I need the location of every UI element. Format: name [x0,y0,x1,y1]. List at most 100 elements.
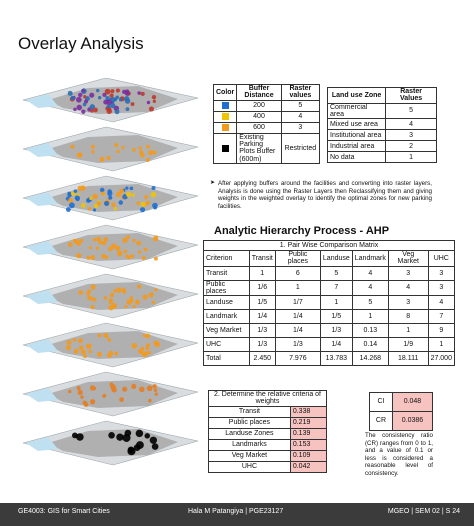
matrix-cell: 1/3 [248,323,276,339]
row-label: Landuse [203,295,250,311]
ahp-heading: Analytic Hierarchy Process - AHP [214,225,390,237]
row-label: Veg Market [203,323,250,339]
row-label: Total [203,351,250,367]
table-row: No data 1 [326,151,437,164]
matrix-cell: 8 [387,309,429,325]
matrix-cell: 1 [427,337,456,353]
raster-value-cell: 5 [280,99,321,112]
zone-cell: Institutional area [326,129,387,142]
table-row: Public places 1/6 1 7 4 4 3 [203,279,456,297]
matrix-cell: 1/4 [274,323,321,339]
map-layer [22,322,199,368]
buffer-distance-table: Color Buffer Distance Raster values 200 … [212,84,321,165]
value-cell: 1 [385,151,437,164]
matrix-cell: 27.000 [427,351,456,367]
table-row: Transit 0.338 [208,405,328,418]
pairwise-comparison-table: 1. Pair Wise Comparison Matrix Criterion… [203,240,456,367]
map-layer [22,126,199,172]
matrix-cell: 18.111 [387,351,429,367]
table-row: Existing Parking Plots Buffer (600m) Res… [212,132,321,165]
criterion-name: UHC [208,460,291,473]
zone-cell: Mixed use area [326,118,387,131]
column-header: UHC [427,250,456,267]
buffer-distance-cell: 200 [236,99,282,112]
matrix-cell: 1 [248,265,276,281]
matrix-cell: 0.13 [351,323,389,339]
map-layer [22,420,199,466]
value-cell: 4 [385,118,437,131]
analysis-description: ➤ After applying buffers around the faci… [210,180,432,210]
page-title: Overlay Analysis [18,34,144,53]
footer-author: Hala M Patangiya | PGE23127 [188,508,284,515]
column-header: Landmark [351,250,389,267]
matrix-cell: 1/3 [319,323,353,339]
buffer-distance-cell: 400 [236,110,282,123]
criterion-name: Public places [208,416,291,429]
buffer-distance-cell: 600 [236,121,282,134]
matrix-cell: 4 [427,295,456,311]
color-swatch-yellow [221,112,229,120]
matrix-cell: 1/9 [387,337,429,353]
table-row: Industrial area 2 [326,140,437,153]
column-header: Veg Market [387,250,429,267]
criterion-weight: 0.153 [289,438,328,451]
matrix-cell: 1 [387,323,429,339]
table-row: Landmarks 0.153 [208,438,328,451]
matrix-cell: 7.976 [274,351,321,367]
zone-cell: Commercial area [326,102,387,120]
criterion-weight: 0.338 [289,405,328,418]
table-row: Landuse Zones 0.139 [208,427,328,440]
table-row: Veg Market 1/3 1/4 1/3 0.13 1 9 [203,323,456,339]
header-buffer-distance: Buffer Distance [236,84,282,101]
row-label: Transit [203,265,250,281]
value-cell: 3 [385,129,437,142]
table-row: 200 5 [212,99,321,112]
criteria-weights-table: 2. Determine the relative criteria of we… [208,390,328,473]
table-row: Commercial area 5 [326,102,437,120]
matrix-cell: 1 [319,295,353,311]
analysis-description-text: After applying buffers around the facili… [218,180,432,210]
matrix-cell: 1/4 [274,309,321,325]
table-row: UHC 0.042 [208,460,328,473]
matrix-cell: 4 [351,279,389,297]
table-row: Landuse 1/5 1/7 1 5 3 4 [203,295,456,311]
overlay-map-stack [22,78,199,466]
table-row: CR 0.0386 [369,411,434,431]
zone-cell: No data [326,151,387,164]
map-layer [22,78,199,123]
matrix-cell: 7 [319,279,353,297]
matrix-cell: 4 [351,265,389,281]
ci-label: CI [369,392,393,412]
matrix-cell: 3 [387,295,429,311]
map-layer [22,175,199,221]
matrix-cell: 1/4 [319,337,353,353]
criterion-name: Transit [208,405,291,418]
table-row: 400 4 [212,110,321,123]
matrix-cell: 1 [274,279,321,297]
row-label: Landmark [203,309,250,325]
cr-value: 0.0386 [391,411,434,431]
consistency-table: CI 0.048 CR 0.0386 [369,392,434,431]
buffer-distance-cell: Existing Parking Plots Buffer (600m) [236,132,282,165]
row-label: UHC [203,337,250,353]
criterion-name: Veg Market [208,449,291,462]
matrix-cell: 14.268 [351,351,389,367]
color-swatch-orange [221,123,229,131]
ci-value: 0.048 [391,392,434,412]
matrix-cell: 1/7 [274,295,321,311]
matrix-cell: 5 [319,265,353,281]
matrix-cell: 1/6 [248,279,276,297]
table-row: Public places 0.219 [208,416,328,429]
matrix-cell: 0.14 [351,337,389,353]
table-row: CI 0.048 [369,392,434,412]
pairwise-caption: 1. Pair Wise Comparison Matrix [203,240,455,251]
raster-value-cell: 4 [280,110,321,123]
matrix-cell: 4 [387,279,429,297]
matrix-cell: 1 [351,309,389,325]
criterion-weight: 0.109 [289,449,328,462]
matrix-cell: 1/4 [248,309,276,325]
table-row: Transit 1 6 5 4 3 3 [203,265,456,281]
color-swatch-blue [221,101,229,109]
column-header: Landuse [319,250,353,267]
row-label: Public places [203,279,250,297]
